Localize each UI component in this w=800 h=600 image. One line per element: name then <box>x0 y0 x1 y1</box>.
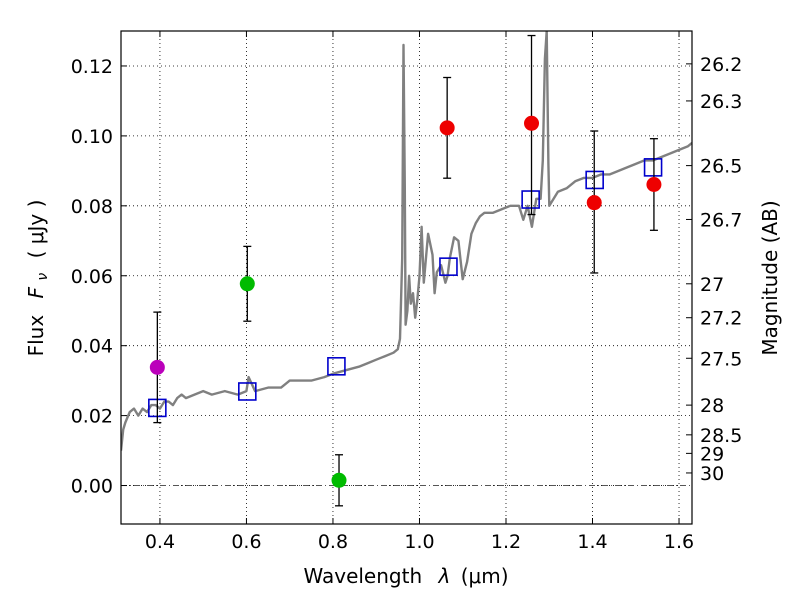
y2-tick-label: 27 <box>700 274 724 296</box>
model-spectrum-layer <box>121 31 692 451</box>
tick-layer: 0.4 0.6 0.8 1.0 1.2 1.4 1.6 0.00 0.02 0.04 0.06 0.0… <box>71 31 742 553</box>
y2-axis-label: Magnitude (AB) <box>758 200 782 355</box>
y2-tick-label: 29 <box>700 443 724 465</box>
y2-tick-label: 26.3 <box>700 91 742 113</box>
x-tick-label: 1.4 <box>577 531 607 553</box>
x-tick-label: 1.0 <box>404 531 434 553</box>
y-axis-label-subscript: ν <box>35 273 51 281</box>
model-photometry-square <box>643 158 663 177</box>
x-tick-label: 0.4 <box>145 531 175 553</box>
y-axis-label-symbol: F <box>24 286 48 298</box>
observed-photometry-point <box>149 359 165 375</box>
observed-photometry-point <box>646 176 662 192</box>
x-tick-label: 0.6 <box>231 531 261 553</box>
y2-tick-label: 28.5 <box>700 425 742 447</box>
y2-tick-label: 28 <box>700 395 724 417</box>
axes-frame-layer <box>120 30 693 525</box>
observed-photometry-point <box>524 115 540 131</box>
y2-tick-label: 30 <box>700 463 724 485</box>
observed-photometry-point <box>239 276 255 292</box>
y2-tick-label: 27.2 <box>700 308 742 330</box>
x-tick-label: 1.2 <box>491 531 521 553</box>
y-tick-label: 0.02 <box>71 406 113 428</box>
observed-photometry-point <box>439 120 455 136</box>
y-tick-label: 0.06 <box>71 266 113 288</box>
y-tick-label: 0.10 <box>71 126 113 148</box>
model-spectrum-line <box>121 31 692 451</box>
model-photometry-square <box>521 190 540 209</box>
model-photometry-square <box>238 382 257 401</box>
x-axis-label-unit: (μm) <box>461 564 509 588</box>
y-tick-label: 0.04 <box>71 336 113 358</box>
y-axis-label: Flux F ν ( μJy ) <box>24 200 52 357</box>
model-photometry-square <box>327 357 346 376</box>
y-axis-label-text: Flux <box>24 315 48 357</box>
y2-tick-label: 26.7 <box>700 209 742 231</box>
y-tick-label: 0.00 <box>71 476 113 498</box>
y2-tick-label: 27.5 <box>700 348 742 370</box>
axes-frame <box>120 30 693 525</box>
x-axis-label: Wavelength λ (μm) <box>303 564 508 588</box>
x-tick-label: 1.6 <box>664 531 694 553</box>
observed-photometry-point <box>331 472 347 488</box>
y-tick-label: 0.12 <box>71 56 113 78</box>
y-tick-label: 0.08 <box>71 196 113 218</box>
y-axis-label-unit: ( μJy ) <box>24 200 48 259</box>
x-axis-label-symbol: λ <box>438 564 451 588</box>
y2-tick-label: 26.5 <box>700 156 742 178</box>
x-axis-label-text: Wavelength <box>303 564 422 588</box>
observed-photometry-point <box>586 195 602 211</box>
x-tick-label: 0.8 <box>318 531 348 553</box>
observed-photometry-layer <box>149 115 662 488</box>
y2-tick-label: 26.2 <box>700 54 742 76</box>
model-photometry-square <box>439 257 458 276</box>
